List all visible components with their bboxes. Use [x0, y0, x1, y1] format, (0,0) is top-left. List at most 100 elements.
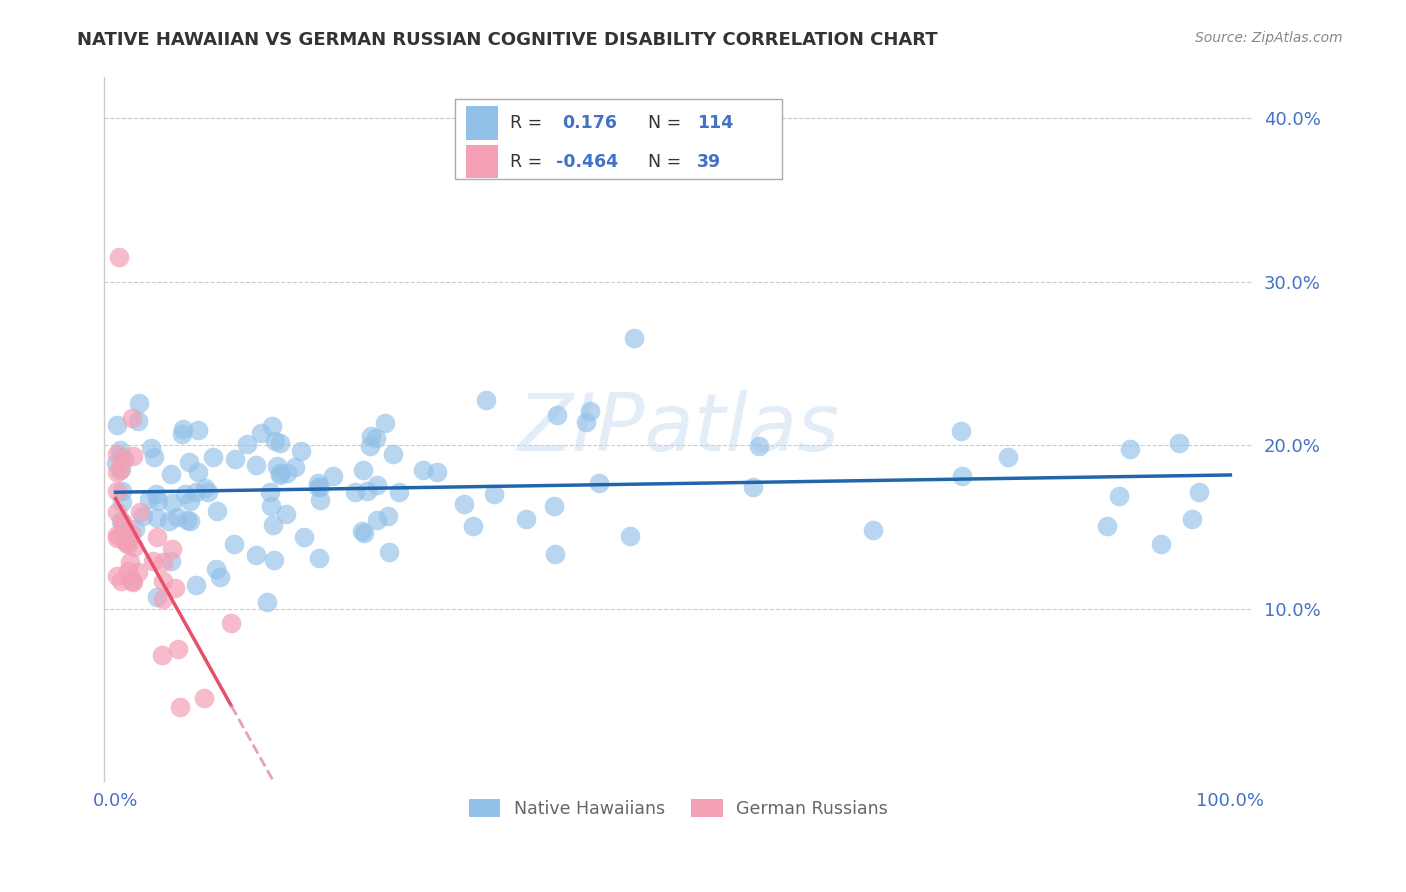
Text: N =: N =: [648, 114, 681, 132]
Point: [186, 577, 208, 591]
Point: [359, 439, 381, 453]
Point: [307, 476, 329, 491]
Point: [160, 496, 183, 510]
Point: [127, 414, 149, 428]
Point: [146, 530, 169, 544]
Point: [121, 410, 143, 425]
Point: [269, 466, 291, 480]
Point: [290, 444, 312, 458]
Point: [322, 469, 344, 483]
Point: [741, 480, 763, 494]
Point: [1188, 485, 1211, 500]
Point: [412, 462, 434, 476]
Point: [307, 480, 329, 494]
Point: [170, 427, 193, 442]
Point: [142, 450, 165, 465]
Point: [193, 481, 215, 495]
Point: [748, 439, 770, 453]
Point: [139, 442, 162, 456]
Point: [515, 512, 537, 526]
Point: [205, 504, 228, 518]
Point: [377, 508, 399, 523]
Point: [111, 495, 134, 509]
Legend: Native Hawaiians, German Russians: Native Hawaiians, German Russians: [463, 792, 896, 825]
Text: NATIVE HAWAIIAN VS GERMAN RUSSIAN COGNITIVE DISABILITY CORRELATION CHART: NATIVE HAWAIIAN VS GERMAN RUSSIAN COGNIT…: [77, 31, 938, 49]
FancyBboxPatch shape: [454, 98, 782, 179]
Point: [105, 465, 128, 479]
Point: [245, 549, 267, 563]
Point: [388, 484, 411, 499]
Point: [174, 487, 197, 501]
Text: N =: N =: [648, 153, 681, 170]
Point: [360, 429, 382, 443]
Point: [1181, 512, 1204, 526]
Point: [453, 497, 475, 511]
Point: [118, 530, 141, 544]
Point: [120, 573, 142, 587]
Point: [259, 484, 281, 499]
Point: [186, 423, 208, 437]
Point: [356, 483, 378, 498]
Point: [124, 522, 146, 536]
Point: [160, 467, 183, 481]
Point: [309, 493, 332, 508]
Point: [112, 451, 135, 466]
Point: [366, 478, 388, 492]
Text: 114: 114: [697, 114, 733, 132]
Point: [256, 595, 278, 609]
Point: [949, 424, 972, 438]
Point: [276, 467, 298, 481]
Point: [1108, 489, 1130, 503]
Point: [152, 591, 174, 606]
Point: [179, 514, 201, 528]
Point: [544, 547, 567, 561]
Point: [202, 450, 225, 465]
Point: [111, 483, 134, 498]
Point: [132, 508, 155, 523]
Point: [236, 437, 259, 451]
Point: [110, 462, 132, 476]
Point: [276, 508, 298, 522]
Point: [308, 551, 330, 566]
Point: [110, 515, 132, 529]
Point: [193, 690, 215, 705]
Point: [264, 434, 287, 449]
Point: [197, 484, 219, 499]
Point: [260, 499, 283, 513]
Point: [167, 642, 190, 657]
Point: [108, 250, 131, 264]
Point: [1118, 442, 1140, 456]
Point: [1150, 536, 1173, 550]
Point: [245, 458, 267, 473]
Point: [353, 526, 375, 541]
Point: [208, 570, 231, 584]
Point: [110, 529, 132, 543]
Point: [269, 467, 291, 482]
Point: [484, 487, 506, 501]
Text: R =: R =: [510, 153, 543, 170]
Point: [284, 459, 307, 474]
Point: [352, 524, 374, 538]
Point: [366, 431, 388, 445]
Point: [146, 493, 169, 508]
Point: [263, 552, 285, 566]
Point: [105, 569, 128, 583]
Point: [623, 331, 645, 345]
Point: [575, 416, 598, 430]
Point: [127, 566, 149, 580]
Point: [378, 545, 401, 559]
Point: [205, 562, 228, 576]
Point: [997, 450, 1019, 464]
Point: [138, 492, 160, 507]
Point: [176, 513, 198, 527]
Point: [117, 537, 139, 551]
Point: [105, 505, 128, 519]
Point: [115, 535, 138, 549]
Point: [152, 574, 174, 588]
Point: [221, 615, 243, 630]
Point: [263, 518, 285, 533]
Text: -0.464: -0.464: [555, 153, 617, 170]
Text: Source: ZipAtlas.com: Source: ZipAtlas.com: [1195, 31, 1343, 45]
Point: [111, 515, 134, 529]
Point: [344, 485, 367, 500]
